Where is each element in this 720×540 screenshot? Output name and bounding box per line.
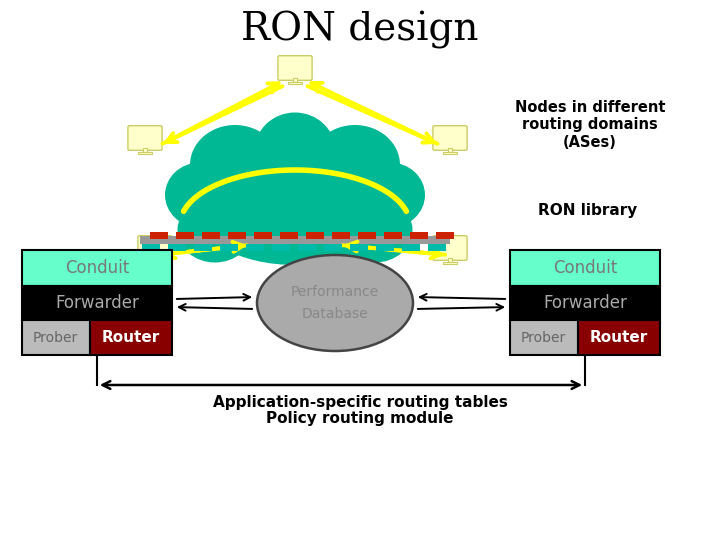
Text: Prober: Prober	[521, 330, 567, 345]
Ellipse shape	[257, 255, 413, 351]
Bar	[176, 232, 194, 239]
Bar	[510, 320, 577, 355]
Ellipse shape	[255, 112, 335, 187]
Bar	[142, 244, 160, 251]
Text: Performance: Performance	[291, 285, 379, 299]
Bar	[324, 244, 342, 251]
Bar	[228, 232, 246, 239]
Bar	[332, 232, 350, 239]
Bar	[202, 232, 220, 239]
FancyBboxPatch shape	[433, 126, 467, 150]
Bar	[577, 320, 660, 355]
Text: Database: Database	[302, 307, 369, 321]
Ellipse shape	[195, 155, 395, 265]
Text: Nodes in different
routing domains
(ASes): Nodes in different routing domains (ASes…	[515, 100, 665, 150]
Bar	[449, 148, 451, 153]
Bar	[150, 232, 168, 239]
Bar	[449, 258, 451, 263]
Bar	[288, 82, 302, 84]
Text: Prober: Prober	[33, 330, 78, 345]
Text: Conduit: Conduit	[553, 259, 617, 277]
Ellipse shape	[355, 163, 425, 227]
Bar	[194, 244, 212, 251]
Text: Application-specific routing tables: Application-specific routing tables	[212, 395, 508, 409]
Bar	[272, 244, 290, 251]
Bar	[402, 244, 420, 251]
Bar	[510, 250, 660, 286]
Text: RON design: RON design	[241, 11, 479, 49]
Bar	[293, 78, 297, 83]
FancyBboxPatch shape	[433, 235, 467, 260]
Bar	[246, 244, 264, 251]
Ellipse shape	[310, 125, 400, 205]
Bar	[410, 232, 428, 239]
Bar	[443, 152, 457, 154]
Bar	[510, 286, 660, 320]
Ellipse shape	[178, 198, 253, 262]
Bar	[384, 232, 402, 239]
Text: Router: Router	[102, 330, 160, 345]
Bar	[220, 244, 238, 251]
Ellipse shape	[165, 163, 235, 227]
Bar	[22, 286, 172, 320]
Bar	[306, 232, 324, 239]
Bar	[168, 244, 186, 251]
Bar	[140, 236, 450, 244]
Bar	[428, 244, 446, 251]
Text: RON library: RON library	[539, 202, 638, 218]
Text: Conduit: Conduit	[65, 259, 129, 277]
Bar	[89, 320, 172, 355]
Bar	[254, 232, 272, 239]
Bar	[148, 262, 162, 264]
Text: Policy routing module: Policy routing module	[266, 410, 454, 426]
FancyBboxPatch shape	[138, 235, 172, 260]
Bar	[443, 262, 457, 264]
Bar	[22, 250, 172, 286]
Text: Forwarder: Forwarder	[55, 294, 139, 312]
Bar	[138, 152, 152, 154]
FancyBboxPatch shape	[128, 126, 162, 150]
Bar	[298, 244, 316, 251]
Text: Router: Router	[590, 330, 648, 345]
Ellipse shape	[338, 198, 413, 262]
Bar	[143, 148, 147, 153]
Bar	[358, 232, 376, 239]
Bar	[22, 320, 89, 355]
Ellipse shape	[190, 125, 280, 205]
Text: Forwarder: Forwarder	[543, 294, 627, 312]
Bar	[153, 258, 157, 263]
Bar	[280, 232, 298, 239]
FancyBboxPatch shape	[278, 56, 312, 80]
Bar	[376, 244, 394, 251]
Bar	[350, 244, 368, 251]
Bar	[436, 232, 454, 239]
